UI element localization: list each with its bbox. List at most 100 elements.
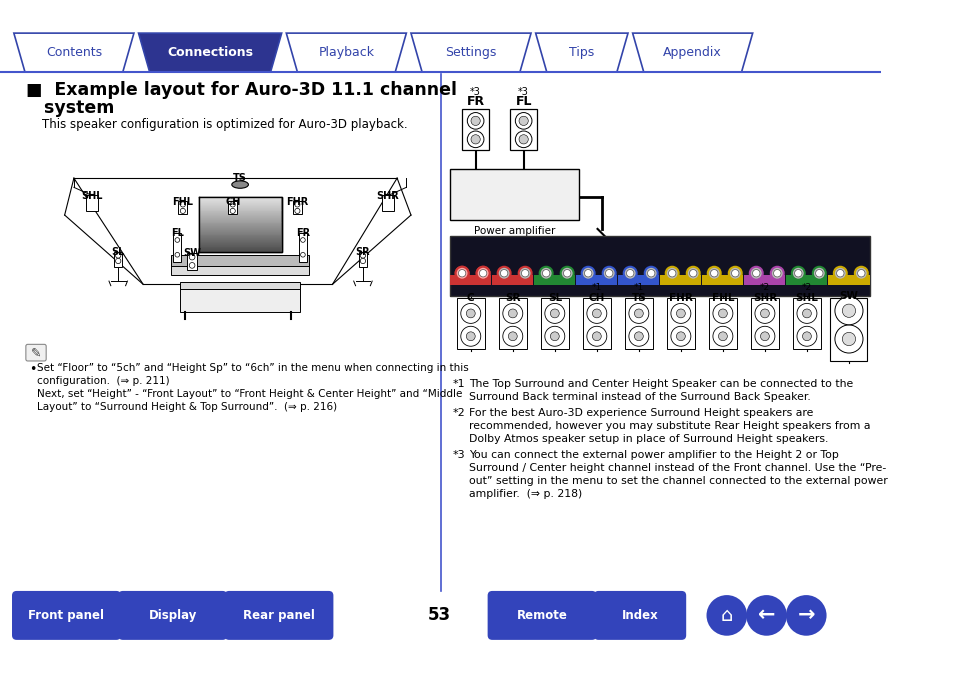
Circle shape <box>539 267 552 280</box>
Circle shape <box>634 332 642 341</box>
Circle shape <box>628 326 648 346</box>
Circle shape <box>466 332 475 341</box>
Bar <box>180 281 300 289</box>
Circle shape <box>544 326 564 346</box>
Circle shape <box>508 332 517 341</box>
Circle shape <box>796 326 816 346</box>
Bar <box>178 201 188 214</box>
Circle shape <box>623 267 636 280</box>
Bar <box>456 298 484 349</box>
Circle shape <box>796 304 816 324</box>
Circle shape <box>647 270 654 277</box>
Bar <box>659 275 700 285</box>
Circle shape <box>563 270 570 277</box>
Circle shape <box>801 309 810 318</box>
Circle shape <box>581 267 594 280</box>
Text: system: system <box>26 99 114 116</box>
Circle shape <box>712 326 732 346</box>
Circle shape <box>836 270 843 277</box>
Circle shape <box>467 112 483 129</box>
Circle shape <box>626 270 633 277</box>
Circle shape <box>754 304 774 324</box>
Circle shape <box>760 332 768 341</box>
Circle shape <box>230 202 235 207</box>
Circle shape <box>294 202 299 207</box>
Text: ✎: ✎ <box>30 346 41 359</box>
Circle shape <box>471 116 479 125</box>
FancyBboxPatch shape <box>487 591 596 640</box>
Circle shape <box>294 209 299 213</box>
Bar <box>624 298 652 349</box>
Text: Index: Index <box>621 609 658 622</box>
Text: FHL: FHL <box>711 293 734 303</box>
Circle shape <box>180 209 185 213</box>
Text: C: C <box>466 293 474 303</box>
Bar <box>785 275 826 285</box>
Text: Front panel: Front panel <box>29 609 105 622</box>
Circle shape <box>502 326 522 346</box>
Circle shape <box>515 112 532 129</box>
Bar <box>618 275 659 285</box>
Text: Settings: Settings <box>445 46 497 59</box>
Circle shape <box>773 270 781 277</box>
Circle shape <box>754 326 774 346</box>
Ellipse shape <box>232 181 248 188</box>
Polygon shape <box>535 33 627 72</box>
Text: *1: *1 <box>591 283 601 292</box>
FancyBboxPatch shape <box>118 591 227 640</box>
Text: Set “Floor” to “5ch” and “Height Sp” to “6ch” in the menu when connecting in thi: Set “Floor” to “5ch” and “Height Sp” to … <box>37 363 468 413</box>
Bar <box>180 286 300 312</box>
Circle shape <box>115 258 121 264</box>
Text: The Top Surround and Center Height Speaker can be connected to the
Surround Back: The Top Surround and Center Height Speak… <box>469 378 853 402</box>
Circle shape <box>550 309 558 318</box>
Circle shape <box>602 267 615 280</box>
Circle shape <box>518 267 531 280</box>
Text: For the best Auro-3D experience Surround Height speakers are
recommended, howeve: For the best Auro-3D experience Surround… <box>469 408 870 444</box>
Circle shape <box>586 304 606 324</box>
Circle shape <box>706 595 746 636</box>
Text: SHR: SHR <box>376 190 399 201</box>
Text: ■  Example layout for Auro-3D 11.1 channel: ■ Example layout for Auro-3D 11.1 channe… <box>26 81 456 99</box>
FancyBboxPatch shape <box>593 591 685 640</box>
Circle shape <box>479 270 486 277</box>
Text: FHR: FHR <box>668 293 692 303</box>
Circle shape <box>502 304 522 324</box>
Text: FL: FL <box>515 95 532 108</box>
Circle shape <box>668 270 676 277</box>
Bar <box>173 233 181 262</box>
Circle shape <box>834 325 862 353</box>
Text: ←: ← <box>757 606 775 625</box>
Circle shape <box>456 267 468 280</box>
Circle shape <box>718 332 726 341</box>
Circle shape <box>460 304 480 324</box>
Bar <box>187 253 197 270</box>
Circle shape <box>230 209 235 213</box>
Bar <box>576 275 617 285</box>
Circle shape <box>712 304 732 324</box>
Text: FR: FR <box>466 95 484 108</box>
Circle shape <box>500 270 507 277</box>
Circle shape <box>707 267 720 280</box>
Bar <box>171 255 309 266</box>
Circle shape <box>670 326 690 346</box>
Text: *2: *2 <box>759 283 769 292</box>
Circle shape <box>841 332 855 346</box>
Text: SL: SL <box>112 247 125 257</box>
Text: FHR: FHR <box>286 197 308 207</box>
Text: •: • <box>30 363 37 376</box>
Text: CH: CH <box>225 197 240 207</box>
Circle shape <box>476 267 489 280</box>
Bar <box>449 236 869 296</box>
Circle shape <box>815 270 822 277</box>
Text: Rear panel: Rear panel <box>243 609 314 622</box>
Text: FL: FL <box>171 228 184 238</box>
Circle shape <box>728 267 740 280</box>
Circle shape <box>857 270 864 277</box>
Circle shape <box>476 267 489 280</box>
Bar <box>534 275 575 285</box>
Bar <box>708 298 736 349</box>
Text: Remote: Remote <box>517 609 567 622</box>
Bar <box>743 275 784 285</box>
Text: TS: TS <box>233 174 247 184</box>
Circle shape <box>467 131 483 147</box>
